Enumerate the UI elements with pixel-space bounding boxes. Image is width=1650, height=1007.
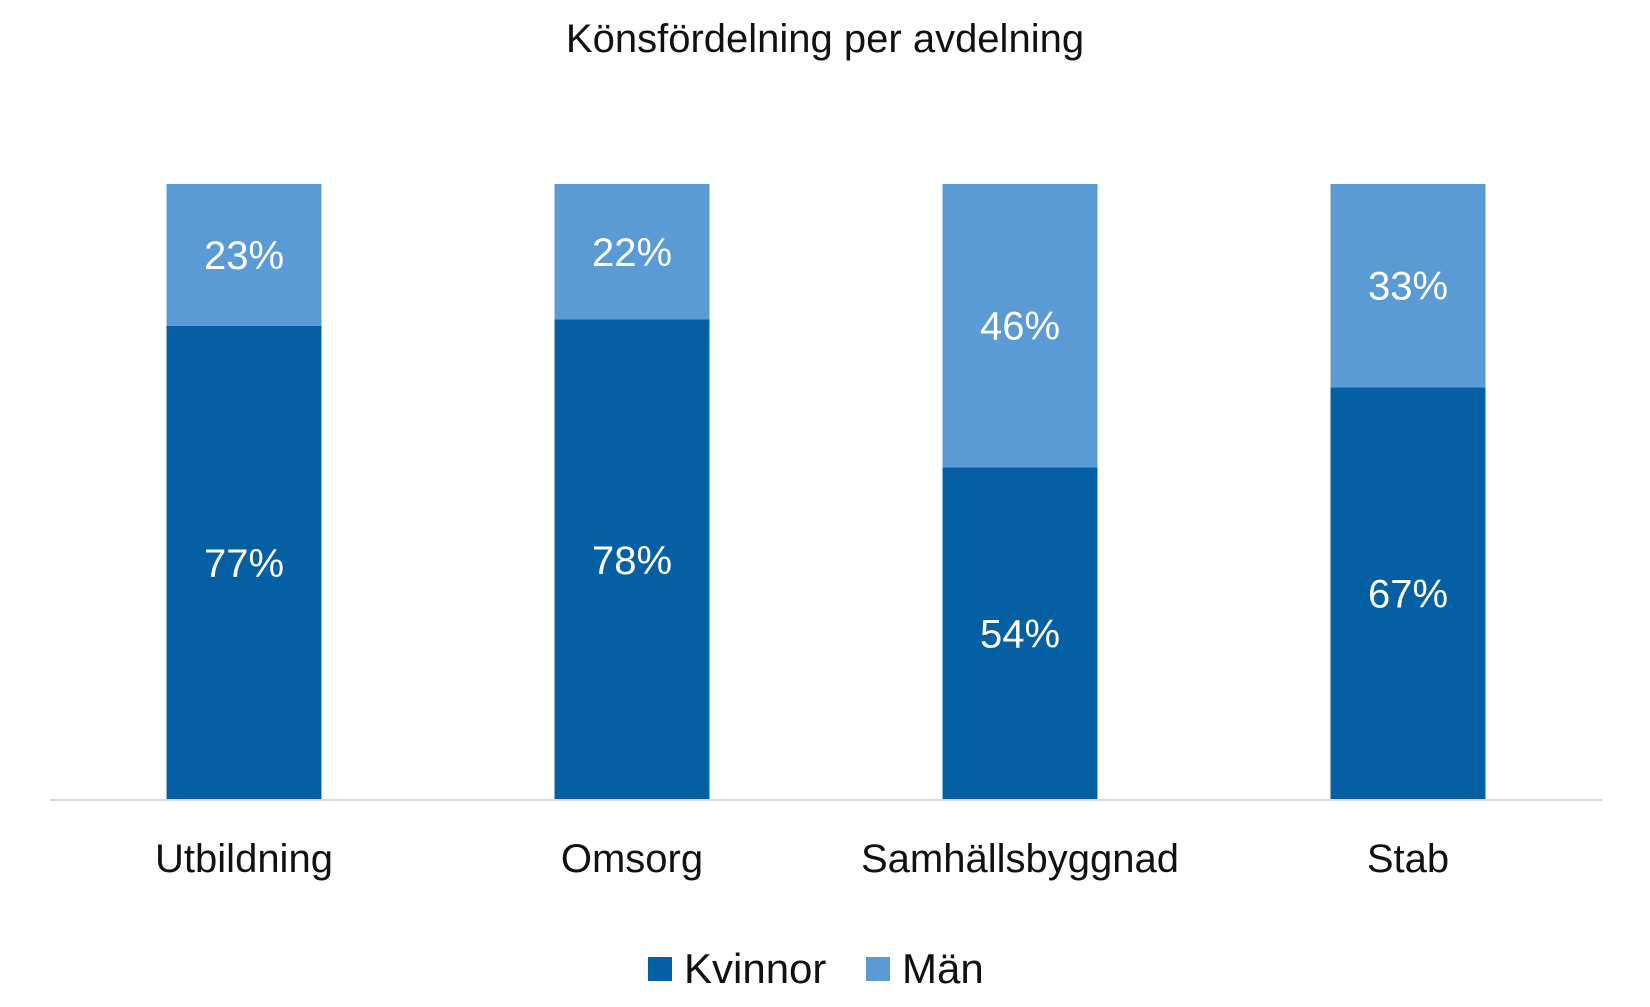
category-label-3: Samhällsbyggnad bbox=[861, 837, 1179, 881]
data-label-kvinnor-2: 78% bbox=[592, 539, 672, 583]
data-label-m-n-4: 33% bbox=[1368, 265, 1448, 309]
category-label-4: Stab bbox=[1367, 837, 1449, 881]
legend-label-m-n: Män bbox=[902, 945, 984, 992]
bar-m-n-1 bbox=[166, 184, 322, 326]
bar-kvinnor-3 bbox=[942, 467, 1098, 800]
data-label-kvinnor-4: 67% bbox=[1368, 573, 1448, 617]
data-label-kvinnor-3: 54% bbox=[980, 613, 1060, 657]
legend: Kvinnor Män bbox=[648, 945, 984, 992]
chart-title: Könsfördelning per avdelning bbox=[566, 17, 1084, 61]
data-label-m-n-1: 23% bbox=[204, 234, 284, 278]
bar-kvinnor-4 bbox=[1330, 387, 1486, 800]
data-label-m-n-3: 46% bbox=[980, 305, 1060, 349]
legend-swatch-kvinnor bbox=[648, 957, 672, 981]
data-label-kvinnor-1: 77% bbox=[204, 542, 284, 586]
bar-kvinnor-2 bbox=[554, 319, 710, 800]
legend-label-kvinnor: Kvinnor bbox=[684, 945, 826, 992]
bar-m-n-2 bbox=[554, 184, 710, 320]
category-label-1: Utbildning bbox=[155, 837, 333, 881]
data-label-m-n-2: 22% bbox=[592, 231, 672, 275]
category-label-2: Omsorg bbox=[561, 837, 703, 881]
category-labels: Utbildning Omsorg Samhällsbyggnad Stab bbox=[155, 837, 1449, 881]
bar-m-n-3 bbox=[942, 184, 1098, 468]
bar-kvinnor-1 bbox=[166, 325, 322, 800]
legend-swatch-m-n bbox=[866, 957, 890, 981]
bar-m-n-4 bbox=[1330, 184, 1486, 388]
bars-group: 77% 23% 78% 22% 54% 46% 67% 33% bbox=[166, 184, 1486, 800]
